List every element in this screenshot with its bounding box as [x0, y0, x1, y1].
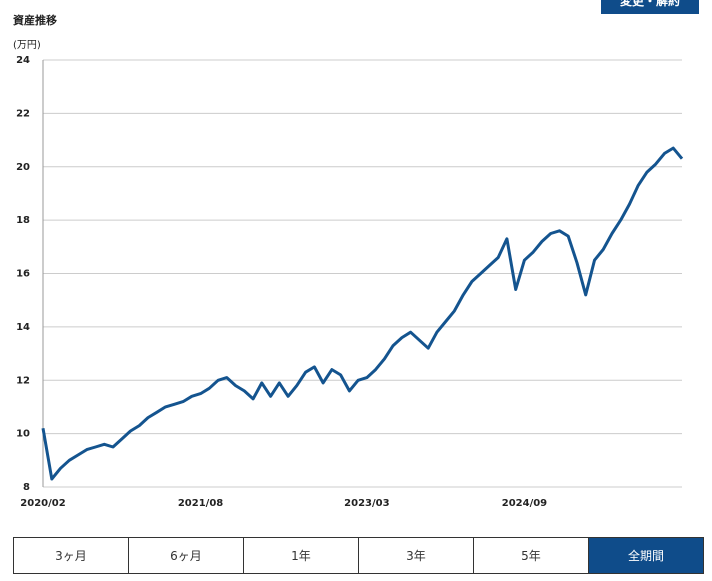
x-tick-label: 2021/08 — [178, 498, 223, 509]
y-tick-label: 12 — [16, 375, 30, 386]
y-tick-label: 8 — [23, 482, 30, 493]
period-tab[interactable]: 1年 — [243, 538, 358, 573]
y-tick-label: 24 — [16, 55, 30, 66]
y-tick-label: 18 — [16, 215, 30, 226]
period-tab[interactable]: 全期間 — [588, 538, 703, 573]
y-tick-label: 10 — [16, 429, 30, 440]
y-tick-label: 16 — [16, 269, 30, 280]
y-tick-label: 14 — [16, 322, 30, 333]
period-tab[interactable]: 3年 — [358, 538, 473, 573]
period-tab[interactable]: 5年 — [473, 538, 588, 573]
x-tick-label: 2020/02 — [20, 498, 65, 509]
chart: 資産推移 (万円) 8 10 12 14 16 18 20 22 24 2020/02 2021/0… — [13, 13, 684, 509]
period-tab[interactable]: 3ヶ月 — [55, 549, 87, 563]
y-tick-label: 20 — [16, 162, 30, 173]
line — [41, 146, 684, 481]
y-axis-label: (万円) — [13, 40, 41, 51]
period-tab[interactable]: 6ヶ月 — [128, 538, 243, 573]
period-tabs: 3ヶ月 6ヶ月 1年 3年 5年 全期間 — [13, 537, 704, 574]
change-button[interactable]: 変更・解約 — [601, 0, 699, 14]
y-tick-label: 22 — [16, 108, 30, 119]
chart-title: 資産推移 — [13, 13, 57, 27]
x-tick-label: 2023/03 — [344, 498, 389, 509]
x-tick-label: 2024/09 — [502, 498, 547, 509]
